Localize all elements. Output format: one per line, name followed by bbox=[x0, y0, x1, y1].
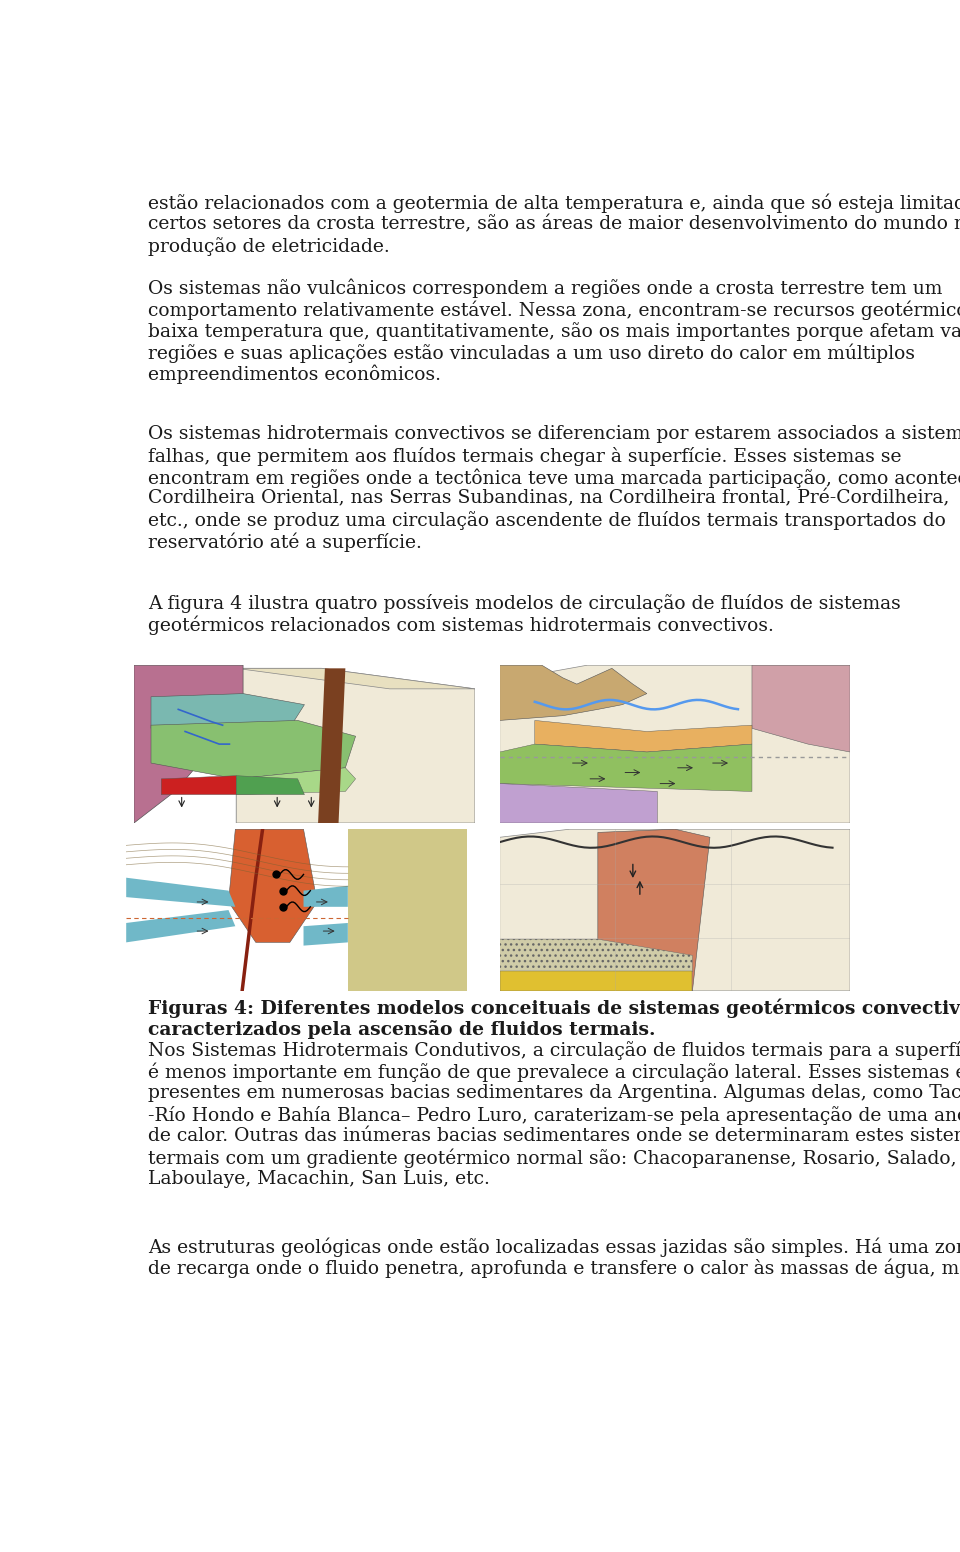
Polygon shape bbox=[228, 829, 317, 942]
Polygon shape bbox=[500, 666, 850, 823]
Text: falhas, que permitem aos fluídos termais chegar à superfície. Esses sistemas se: falhas, que permitem aos fluídos termais… bbox=[148, 447, 901, 466]
Text: Cordilheira Oriental, nas Serras Subandinas, na Cordilheira frontal, Pré-Cordilh: Cordilheira Oriental, nas Serras Subandi… bbox=[148, 489, 949, 508]
Text: As estruturas geológicas onde estão localizadas essas jazidas são simples. Há um: As estruturas geológicas onde estão loca… bbox=[148, 1237, 960, 1257]
Text: A figura 4 ilustra quatro possíveis modelos de circulação de fluídos de sistemas: A figura 4 ilustra quatro possíveis mode… bbox=[148, 594, 900, 613]
Polygon shape bbox=[236, 776, 304, 795]
Polygon shape bbox=[752, 666, 850, 753]
Text: encontram em regiões onde a tectônica teve uma marcada participação, como aconte: encontram em regiões onde a tectônica te… bbox=[148, 469, 960, 487]
Text: Os sistemas hidrotermais convectivos se diferenciam por estarem associados a sis: Os sistemas hidrotermais convectivos se … bbox=[148, 425, 960, 442]
Polygon shape bbox=[151, 694, 304, 731]
Text: é menos importante em função de que prevalece a circulação lateral. Esses sistem: é menos importante em função de que prev… bbox=[148, 1063, 960, 1082]
Text: Nos Sistemas Hidrotermais Condutivos, a circulação de fluidos termais para a sup: Nos Sistemas Hidrotermais Condutivos, a … bbox=[148, 1041, 960, 1060]
Polygon shape bbox=[303, 923, 348, 945]
Polygon shape bbox=[303, 886, 348, 906]
Text: de recarga onde o fluido penetra, aprofunda e transfere o calor às massas de águ: de recarga onde o fluido penetra, aprofu… bbox=[148, 1259, 960, 1279]
Text: produção de eletricidade.: produção de eletricidade. bbox=[148, 237, 390, 256]
Polygon shape bbox=[134, 666, 243, 823]
Polygon shape bbox=[161, 776, 236, 795]
Text: regiões e suas aplicações estão vinculadas a um uso direto do calor em múltiplos: regiões e suas aplicações estão vinculad… bbox=[148, 343, 915, 363]
Polygon shape bbox=[500, 784, 658, 823]
Text: caracterizados pela ascensão de fluidos termais.: caracterizados pela ascensão de fluidos … bbox=[148, 1020, 656, 1040]
Text: estão relacionados com a geotermia de alta temperatura e, ainda que só esteja li: estão relacionados com a geotermia de al… bbox=[148, 194, 960, 214]
Text: empreendimentos econômicos.: empreendimentos econômicos. bbox=[148, 365, 441, 385]
Text: -Río Hondo e Bahía Blanca– Pedro Luro, caraterizam-se pela apresentação de uma a: -Río Hondo e Bahía Blanca– Pedro Luro, c… bbox=[148, 1105, 960, 1125]
Text: etc., onde se produz uma circulação ascendente de fluídos termais transportados : etc., onde se produz uma circulação asce… bbox=[148, 511, 946, 531]
Polygon shape bbox=[236, 669, 475, 689]
Text: termais com um gradiente geotérmico normal são: Chacoparanense, Rosario, Salado,: termais com um gradiente geotérmico norm… bbox=[148, 1148, 956, 1169]
Polygon shape bbox=[236, 768, 355, 795]
Text: baixa temperatura que, quantitativamente, são os mais importantes porque afetam : baixa temperatura que, quantitativamente… bbox=[148, 321, 960, 341]
Polygon shape bbox=[126, 878, 235, 906]
Polygon shape bbox=[318, 669, 346, 823]
Text: Os sistemas não vulcânicos correspondem a regiões onde a crosta terrestre tem um: Os sistemas não vulcânicos correspondem … bbox=[148, 279, 943, 298]
Polygon shape bbox=[236, 669, 475, 823]
Polygon shape bbox=[348, 829, 468, 990]
Text: geotérmicos relacionados com sistemas hidrotermais convectivos.: geotérmicos relacionados com sistemas hi… bbox=[148, 616, 774, 635]
Polygon shape bbox=[500, 666, 647, 720]
Polygon shape bbox=[500, 972, 692, 990]
Polygon shape bbox=[535, 720, 752, 753]
Text: reservatório até a superfície.: reservatório até a superfície. bbox=[148, 532, 421, 553]
Text: Figuras 4: Diferentes modelos conceituais de sistemas geotérmicos convectivos: Figuras 4: Diferentes modelos conceituai… bbox=[148, 998, 960, 1018]
Polygon shape bbox=[500, 743, 752, 792]
Polygon shape bbox=[500, 829, 850, 990]
Text: presentes em numerosas bacias sedimentares da Argentina. Algumas delas, como Tac: presentes em numerosas bacias sedimentar… bbox=[148, 1083, 960, 1102]
Polygon shape bbox=[500, 939, 692, 972]
Text: comportamento relativamente estável. Nessa zona, encontram-se recursos geotérmic: comportamento relativamente estável. Nes… bbox=[148, 300, 960, 320]
Polygon shape bbox=[151, 720, 355, 779]
Text: certos setores da crosta terrestre, são as áreas de maior desenvolvimento do mun: certos setores da crosta terrestre, são … bbox=[148, 216, 960, 234]
Polygon shape bbox=[598, 829, 710, 990]
Polygon shape bbox=[126, 909, 235, 942]
Text: Laboulaye, Macachin, San Luis, etc.: Laboulaye, Macachin, San Luis, etc. bbox=[148, 1170, 490, 1189]
Text: de calor. Outras das inúmeras bacias sedimentares onde se determinaram estes sis: de calor. Outras das inúmeras bacias sed… bbox=[148, 1127, 960, 1145]
